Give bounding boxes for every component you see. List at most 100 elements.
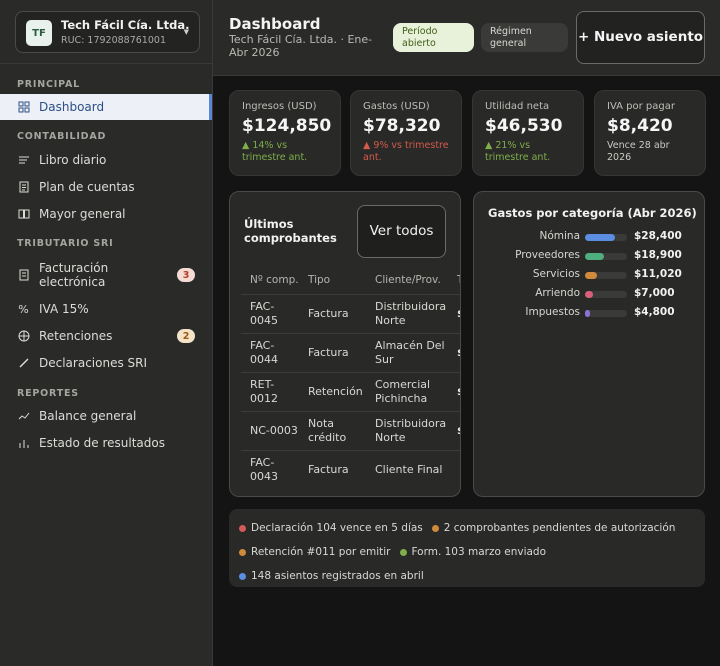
- alert-text: Declaración 104 vence en 5 días: [251, 522, 423, 534]
- alert-line: Retención #011 por emitir Form. 103 marz…: [239, 540, 695, 564]
- category-bar: [585, 234, 616, 241]
- sidebar-item-declaraciones[interactable]: Declaraciones SRI: [0, 350, 212, 376]
- page-subtitle: Tech Fácil Cía. Ltda. · Ene-Abr 2026: [229, 33, 373, 59]
- voucher-total: $: [448, 410, 460, 450]
- category-row: Proveedores $18,900: [474, 249, 704, 263]
- sidebar-item-iva[interactable]: % IVA 15%: [0, 296, 212, 322]
- category-name: Arriendo: [535, 287, 580, 299]
- kpi-value: $124,850: [242, 116, 332, 136]
- kpi-label: Gastos (USD): [363, 101, 430, 112]
- sidebar-item-label: Balance general: [39, 409, 137, 423]
- sidebar-item-label: Libro diario: [39, 153, 107, 167]
- expenses-by-category-card: Gastos por categoría (Abr 2026) Nómina $2…: [473, 191, 705, 497]
- category-value: $11,020: [634, 268, 682, 280]
- sidebar-item-resultados[interactable]: Estado de resultados: [0, 430, 212, 456]
- voucher-client: Comercial Pichincha: [366, 371, 448, 411]
- category-name: Nómina: [539, 230, 580, 242]
- period-status-badge: Período abierto: [393, 23, 474, 52]
- invoice-icon: [17, 269, 30, 282]
- voucher-number: FAC-0044: [241, 332, 299, 372]
- sidebar-item-plan-de-cuentas[interactable]: Plan de cuentas: [0, 174, 212, 200]
- column-header[interactable]: Tipo: [308, 274, 331, 287]
- voucher-total: $2,: [448, 293, 460, 333]
- column-header[interactable]: Nº comp.: [250, 274, 299, 287]
- voucher-type: Factura: [299, 293, 366, 333]
- kpi-due-date: Vence 28 abr 2026: [607, 140, 670, 163]
- alert-text: Retención #011 por emitir: [251, 546, 391, 558]
- column-header[interactable]: Total: [448, 267, 460, 294]
- alerts-panel: Declaración 104 vence en 5 días 2 compro…: [229, 509, 705, 587]
- status-dot: [239, 572, 246, 580]
- voucher-client: Distribuidora Norte: [366, 410, 448, 450]
- category-bar-track: [585, 291, 627, 298]
- alert-item[interactable]: Declaración 104 vence en 5 días: [239, 522, 423, 534]
- category-name: Proveedores: [515, 249, 580, 261]
- voucher-number: FAC-0043: [241, 449, 299, 489]
- sidebar-item-dashboard[interactable]: Dashboard: [0, 94, 212, 120]
- category-name: Impuestos: [525, 306, 580, 318]
- sidebar-item-libro-diario[interactable]: Libro diario: [0, 147, 212, 173]
- company-selector[interactable]: TF Tech Fácil Cía. Ltda. RUC: 1792088761…: [15, 11, 200, 53]
- category-bar-track: [585, 234, 627, 241]
- category-value: $4,800: [634, 306, 675, 318]
- table-row[interactable]: NC-0003 Nota crédito Distribuidora Norte…: [241, 410, 460, 450]
- category-row: Impuestos $4,800: [474, 306, 704, 320]
- recent-vouchers-card: Últimos comprobantes Ver todos Nº comp. …: [229, 191, 461, 497]
- sidebar-item-label: Retenciones: [39, 329, 113, 343]
- kpi-utilidad: Utilidad neta $46,530 ▲ 21% vs trimestre…: [472, 90, 584, 176]
- trend-icon: [17, 410, 30, 423]
- voucher-number: RET-0012: [241, 371, 299, 411]
- sidebar-item-facturacion[interactable]: Facturación electrónica 3: [0, 257, 212, 293]
- category-bar-track: [585, 310, 627, 317]
- kpi-value: $46,530: [485, 116, 563, 136]
- alert-item[interactable]: Retención #011 por emitir: [239, 546, 391, 558]
- voucher-type: Factura: [299, 332, 366, 372]
- voucher-client: Almacén Del Sur: [366, 332, 448, 372]
- sidebar-item-balance[interactable]: Balance general: [0, 403, 212, 429]
- column-header[interactable]: Cliente/Prov.: [375, 274, 441, 287]
- table-row[interactable]: FAC-0044 Factura Almacén Del Sur $: [241, 332, 460, 372]
- table-row[interactable]: FAC-0045 Factura Distribuidora Norte $2,: [241, 293, 460, 333]
- sidebar-item-label: Estado de resultados: [39, 436, 165, 450]
- voucher-client: Distribuidora Norte: [366, 293, 448, 333]
- status-dot: [431, 524, 439, 532]
- category-row: Nómina $28,400: [474, 230, 704, 244]
- category-bar: [585, 310, 591, 317]
- bar-chart-icon: [17, 437, 30, 450]
- category-bar: [585, 291, 593, 298]
- category-bar: [585, 253, 604, 260]
- category-bar-track: [585, 272, 627, 279]
- lines-icon: [17, 154, 30, 167]
- percent-icon: %: [18, 302, 29, 316]
- header: Dashboard Tech Fácil Cía. Ltda. · Ene-Ab…: [213, 0, 720, 76]
- category-bar-track: [585, 253, 627, 260]
- table-row[interactable]: RET-0012 Retención Comercial Pichincha $: [241, 371, 460, 411]
- alert-item[interactable]: Form. 103 marzo enviado: [399, 546, 546, 558]
- sidebar-item-label: Dashboard: [39, 100, 105, 114]
- new-entry-button[interactable]: + Nuevo asiento: [576, 11, 705, 64]
- circle-plus-icon: [17, 330, 30, 343]
- columns-icon: [17, 208, 30, 221]
- chevron-down-icon[interactable]: ▼: [183, 28, 189, 36]
- notification-badge: 2: [177, 329, 195, 343]
- kpi-label: Ingresos (USD): [242, 101, 317, 112]
- category-row: Arriendo $7,000: [474, 287, 704, 301]
- voucher-client: Cliente Final: [366, 449, 448, 489]
- sidebar-item-retenciones[interactable]: Retenciones 2: [0, 323, 212, 349]
- table-row[interactable]: FAC-0043 Factura Cliente Final: [241, 449, 460, 489]
- kpi-gastos: Gastos (USD) $78,320 ▲ 9% vs trimestre a…: [350, 90, 462, 176]
- section-principal: PRINCIPAL: [17, 79, 80, 90]
- voucher-total: $: [448, 332, 460, 372]
- notification-badge: 3: [177, 268, 195, 282]
- voucher-total: $: [448, 371, 460, 411]
- company-logo: TF: [26, 20, 52, 46]
- alert-item[interactable]: 2 comprobantes pendientes de autorizació…: [431, 522, 676, 534]
- alert-item[interactable]: 148 asientos registrados en abril: [239, 570, 424, 582]
- section-reportes: REPORTES: [17, 388, 79, 399]
- category-bar: [585, 272, 597, 279]
- view-all-button[interactable]: Ver todos: [357, 205, 446, 258]
- sidebar-item-mayor-general[interactable]: Mayor general: [0, 201, 212, 227]
- kpi-label: Utilidad neta: [485, 101, 550, 112]
- alert-text: 2 comprobantes pendientes de autorizació…: [443, 522, 676, 534]
- alert-line: 148 asientos registrados en abril: [239, 564, 695, 588]
